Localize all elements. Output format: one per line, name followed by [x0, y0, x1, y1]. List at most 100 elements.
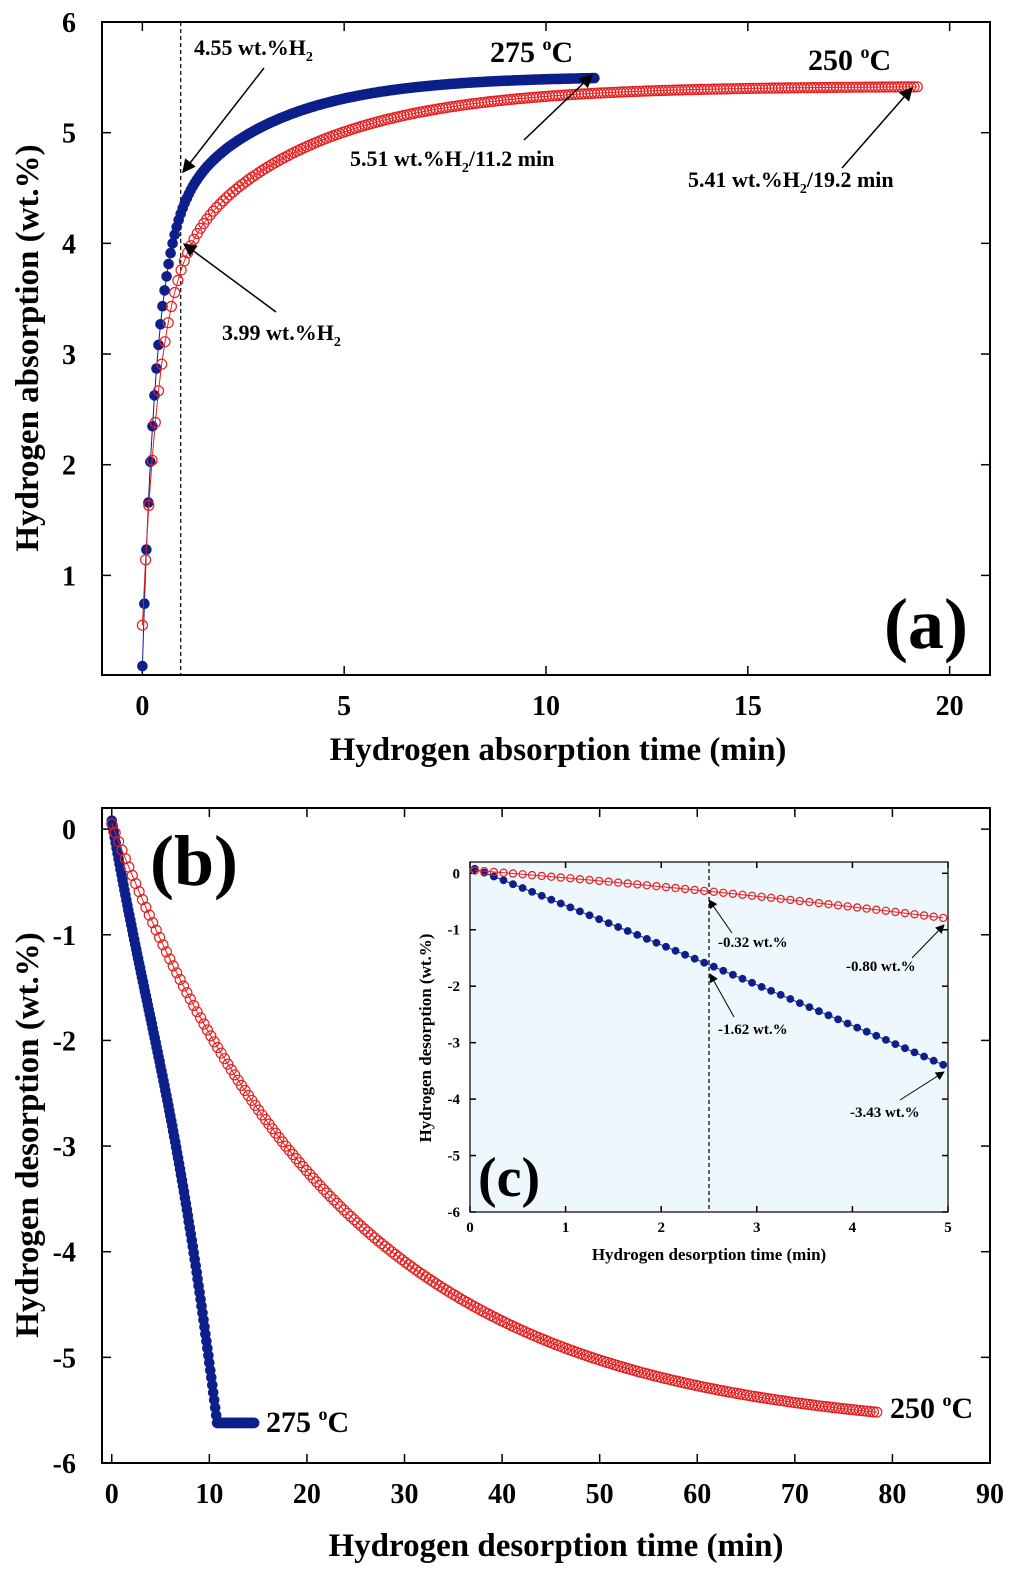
- annotation-c-1-62: -1.62 wt.%: [718, 1022, 788, 1038]
- x-tick-label-a: 10: [532, 691, 560, 722]
- data-point-a-275: [157, 300, 168, 312]
- data-point-b-250: [188, 999, 200, 1012]
- y-tick-label-b: 0: [62, 815, 76, 846]
- data-point-c-275: [939, 1060, 948, 1069]
- data-point-a-250: [211, 201, 223, 214]
- data-point-b-250: [160, 946, 172, 958]
- data-point-b-250: [864, 1405, 876, 1418]
- data-point-c-250: [604, 877, 613, 886]
- panel-a: 0 5 10 15 20 1 2 3 4 5 6 Hydrogen absorption time …: [10, 8, 991, 768]
- arrow-a-5-41: [841, 86, 913, 169]
- annotation-c-0-32: -0.32 wt.%: [718, 935, 788, 951]
- y-tick-label-b: -2: [53, 1026, 76, 1057]
- x-axis-title-b: Hydrogen desorption time (min): [329, 1528, 784, 1564]
- data-point-b-250: [369, 1232, 381, 1244]
- x-tick-label-b: 10: [195, 1479, 223, 1510]
- data-point-c-275: [815, 1007, 823, 1016]
- data-point-c-275: [556, 899, 565, 908]
- x-tick-label-c: 4: [849, 1220, 857, 1236]
- data-point-b-250: [143, 909, 155, 921]
- y-axis-title-b: Hydrogen desorption (wt.%): [10, 932, 46, 1337]
- temp-label-b-275: 275 oC: [266, 1404, 349, 1439]
- arrow-c-0-80: [911, 924, 945, 959]
- data-point-b-250: [321, 1187, 333, 1199]
- data-point-b-250: [174, 973, 186, 986]
- data-point-b-250: [147, 917, 159, 929]
- x-tick-label-b: 60: [683, 1479, 711, 1510]
- data-point-c-275: [719, 966, 728, 975]
- data-point-c-275: [566, 903, 575, 912]
- data-point-b-250: [352, 1217, 364, 1229]
- data-point-c-275: [518, 884, 527, 892]
- data-point-a-250: [165, 300, 177, 313]
- data-point-b-250: [358, 1223, 371, 1235]
- data-point-b-250: [287, 1148, 299, 1161]
- data-point-c-250: [642, 881, 652, 890]
- y-tick-label-a: 6: [62, 8, 76, 39]
- temp-label-a-275: 275 oC: [490, 34, 573, 69]
- data-point-b-250: [191, 1006, 203, 1018]
- data-point-c-250: [738, 890, 747, 900]
- data-point-a-275: [161, 271, 172, 282]
- data-point-b-250: [345, 1210, 357, 1223]
- arrow-c-0-32: [708, 899, 733, 934]
- x-tick-label-b: 20: [293, 1479, 321, 1510]
- data-point-b-250: [205, 1030, 217, 1042]
- data-point-b-250: [372, 1235, 384, 1247]
- data-point-b-250: [355, 1220, 367, 1232]
- data-point-c-275: [767, 987, 775, 995]
- data-point-c-250: [824, 900, 833, 909]
- y-tick-label-c: -2: [448, 979, 461, 995]
- arrow-c-1-62: [709, 973, 735, 1018]
- data-point-c-275: [920, 1052, 928, 1061]
- data-point-b-250: [335, 1201, 347, 1213]
- data-point-b-250: [294, 1157, 306, 1169]
- x-tick-label-b: 50: [586, 1479, 614, 1510]
- data-point-c-275: [824, 1011, 833, 1020]
- panel-label-b: (b): [150, 821, 238, 901]
- data-point-c-250: [805, 897, 814, 907]
- data-point-a-250: [156, 358, 168, 370]
- data-point-c-250: [652, 882, 661, 891]
- data-point-a-250: [223, 189, 236, 201]
- data-point-c-250: [786, 895, 795, 905]
- data-point-a-250: [140, 554, 152, 566]
- data-point-c-275: [528, 888, 536, 896]
- y-tick-label-c: -5: [448, 1149, 461, 1165]
- arrow-a-3-99: [182, 243, 277, 313]
- data-point-c-250: [594, 876, 604, 886]
- data-point-c-250: [881, 906, 891, 916]
- data-point-c-275: [614, 923, 623, 931]
- data-point-c-275: [882, 1036, 890, 1044]
- data-point-c-250: [499, 868, 508, 877]
- x-tick-label-b: 80: [878, 1479, 906, 1510]
- y-tick-label-b: -6: [53, 1449, 76, 1480]
- data-point-b-250: [167, 960, 179, 972]
- data-point-b-250: [150, 924, 162, 936]
- data-point-c-250: [862, 904, 871, 913]
- data-point-c-275: [748, 978, 756, 987]
- data-point-c-275: [709, 962, 718, 971]
- x-tick-label-c: 0: [466, 1220, 474, 1236]
- data-point-b-250: [212, 1041, 224, 1054]
- data-point-a-250: [143, 499, 155, 511]
- data-point-c-275: [671, 946, 680, 955]
- data-point-b-250: [208, 1036, 220, 1048]
- data-point-b-250: [300, 1164, 312, 1177]
- data-point-c-250: [939, 913, 948, 923]
- y-tick-label-a: 1: [62, 561, 76, 592]
- data-point-c-250: [661, 882, 671, 892]
- data-point-a-250: [149, 416, 161, 428]
- data-point-c-275: [834, 1015, 842, 1024]
- data-point-c-275: [633, 931, 642, 939]
- data-point-a-275: [137, 660, 148, 672]
- data-point-c-275: [547, 895, 556, 904]
- y-tick-label-a: 2: [62, 451, 76, 482]
- data-point-c-275: [805, 1003, 814, 1011]
- data-point-b-250: [867, 1406, 880, 1418]
- data-points-a: [136, 72, 923, 672]
- x-tick-label-a: 5: [337, 691, 351, 722]
- data-point-c-275: [862, 1027, 871, 1036]
- series-line-a-250: [141, 86, 918, 626]
- data-point-c-250: [833, 901, 843, 910]
